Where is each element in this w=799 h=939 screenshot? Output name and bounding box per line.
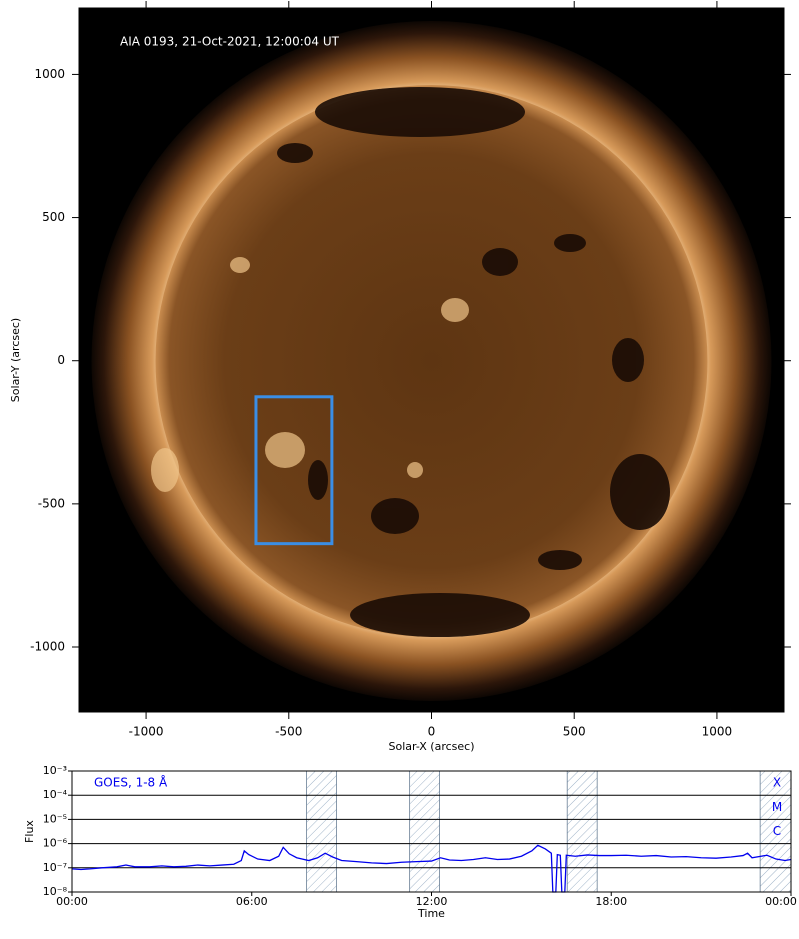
active-regions (151, 257, 469, 492)
flux-line (71, 844, 792, 893)
y-tick-label: 10⁻⁵ (43, 812, 67, 825)
plot-frame (71, 770, 792, 893)
image-annotation: AIA 0193, 21-Oct-2021, 12:00:04 UT (120, 35, 340, 49)
y-tick-label: -500 (38, 496, 65, 510)
flare-class-label: M (772, 800, 782, 814)
x-tick-label: -500 (275, 725, 302, 739)
y-tick-label: -1000 (30, 640, 65, 654)
y-tick-label: 10⁻⁶ (43, 837, 68, 850)
x-tick-label: 12:00 (416, 895, 448, 908)
x-axis-label: Time (417, 907, 445, 920)
shaded-span (759, 770, 792, 893)
shaded-span (566, 770, 598, 893)
y-tick-label: 10⁻⁴ (43, 788, 68, 801)
y-tick-label: 10⁻³ (43, 764, 67, 777)
shaded-span (306, 770, 337, 893)
x-tick-label: 06:00 (236, 895, 268, 908)
y-tick-label: 1000 (34, 67, 65, 81)
region-box (254, 395, 334, 546)
x-tick-label: -1000 (129, 725, 164, 739)
y-axis-label: Solar-Y (arcsec) (9, 318, 22, 402)
y-axis-label: Flux (23, 820, 36, 843)
y-tick-label: 10⁻⁸ (43, 885, 68, 898)
y-tick-label: 500 (42, 210, 65, 224)
panel-annotation: GOES, 1-8 Å (94, 775, 168, 790)
coronal-holes (277, 87, 670, 637)
x-tick-label: 500 (563, 725, 586, 739)
x-tick-label: 00:00 (765, 895, 797, 908)
x-axis-label: Solar-X (arcsec) (389, 740, 475, 753)
x-tick-label: 1000 (702, 725, 733, 739)
x-tick-label: 0 (428, 725, 436, 739)
shaded-span (409, 770, 440, 893)
x-tick-label: 18:00 (595, 895, 627, 908)
solar-disk (155, 85, 708, 637)
x-tick-label: 00:00 (56, 895, 88, 908)
flare-class-label: X (773, 776, 781, 790)
flare-class-label: C (773, 824, 781, 838)
solar-image (79, 8, 784, 712)
y-tick-label: 0 (57, 353, 65, 367)
y-tick-label: 10⁻⁷ (43, 861, 67, 874)
